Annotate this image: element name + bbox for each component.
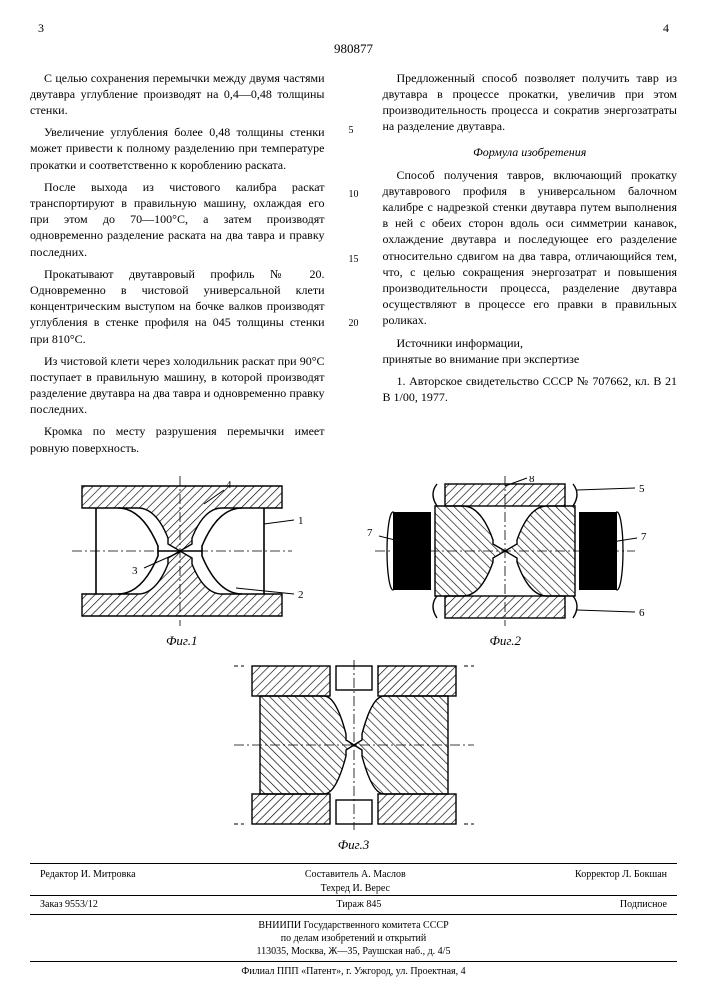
editor-credit: Редактор И. Митровка [40, 868, 136, 895]
page-num-right: 4 [663, 20, 669, 36]
page-numbers: 3 4 [30, 20, 677, 36]
fig3-label: Фиг.3 [224, 836, 484, 854]
credits-row: Редактор И. Митровка Составитель А. Масл… [30, 863, 677, 895]
line-num: 20 [349, 317, 359, 331]
order-number: Заказ 9553/12 [40, 898, 98, 912]
source-item: 1. Авторское свидетельство СССР № 707662… [383, 373, 678, 405]
callout-5: 5 [639, 483, 645, 495]
para: Предложенный способ позволяет получить т… [383, 70, 678, 135]
left-column: С целью сохранения перемычки между двумя… [30, 70, 325, 462]
callout-4: 4 [226, 479, 232, 491]
fig2-svg: 5 6 7 7 8 [355, 476, 655, 626]
line-number-markers: 5 10 15 20 [349, 70, 359, 462]
fig2-label: Фиг.2 [355, 632, 655, 650]
figures-section: 1 2 3 4 Фиг.1 [30, 476, 677, 853]
patent-number: 980877 [30, 40, 677, 58]
right-column: Предложенный способ позволяет получить т… [383, 70, 678, 462]
print-run: Тираж 845 [336, 898, 381, 912]
fig1-svg: 1 2 3 4 [52, 476, 312, 626]
techred-credit: Техред И. Верес [321, 883, 390, 894]
para: Увеличение углубления более 0,48 толщины… [30, 124, 325, 173]
para: После выхода из чистового калибра раскат… [30, 179, 325, 260]
publisher-line: Филиал ППП «Патент», г. Ужгород, ул. Про… [30, 961, 677, 978]
callout-8: 8 [529, 476, 535, 485]
callout-7l: 7 [367, 527, 373, 539]
callout-3: 3 [132, 565, 138, 577]
para: С целью сохранения перемычки между двумя… [30, 70, 325, 119]
page-num-left: 3 [38, 20, 44, 36]
line-num: 5 [349, 124, 359, 138]
corrector-credit: Корректор Л. Бокшан [575, 868, 667, 895]
figure-2: 5 6 7 7 8 Фиг.2 [355, 476, 655, 650]
formula-title: Формула изобретения [383, 144, 678, 160]
publisher-line: по делам изобретений и открытий [30, 932, 677, 945]
fig1-label: Фиг.1 [52, 632, 312, 650]
para: Из чистовой клети через холодильник раск… [30, 353, 325, 418]
compiler-credit: Составитель А. Маслов [305, 869, 406, 880]
subscription: Подписное [620, 898, 667, 912]
para: Прокатывают двутавровый профиль № 20. Од… [30, 266, 325, 347]
callout-6: 6 [639, 607, 645, 619]
para: Способ получения тавров, включающий прок… [383, 167, 678, 329]
callout-7r: 7 [641, 531, 647, 543]
figure-3: Фиг.3 [224, 660, 484, 854]
text-columns: С целью сохранения перемычки между двумя… [30, 70, 677, 462]
line-num: 15 [349, 253, 359, 267]
sources-sub: принятые во внимание при экспертизе [383, 351, 678, 367]
callout-2: 2 [298, 589, 304, 601]
publisher-block: ВНИИПИ Государственного комитета СССР по… [30, 914, 677, 978]
figure-1: 1 2 3 4 Фиг.1 [52, 476, 312, 650]
publisher-line: ВНИИПИ Государственного комитета СССР [30, 919, 677, 932]
callout-1: 1 [298, 515, 304, 527]
para: Кромка по месту разрушения перемычки име… [30, 423, 325, 455]
fig3-svg [224, 660, 484, 830]
line-num: 10 [349, 188, 359, 202]
order-row: Заказ 9553/12 Тираж 845 Подписное [30, 895, 677, 912]
publisher-line: 113035, Москва, Ж—35, Раушская наб., д. … [30, 945, 677, 958]
sources-title: Источники информации, [383, 335, 678, 351]
